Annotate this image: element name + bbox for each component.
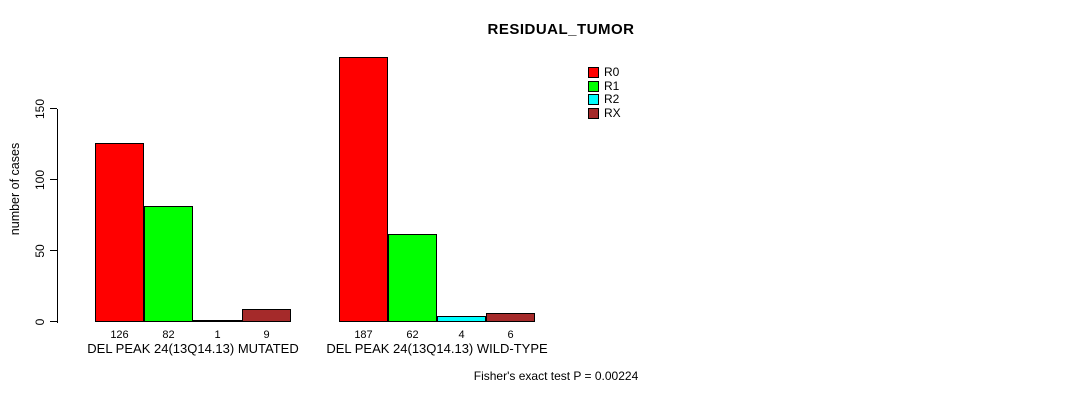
legend-item-r0: R0: [588, 66, 621, 80]
y-axis-tick-label: 150: [33, 98, 47, 120]
bar-value-label: 187: [354, 329, 373, 341]
bar-r0-group2: [339, 57, 388, 322]
bar-r1-group2: [388, 234, 437, 322]
annotation-text: Fisher's exact test P = 0.00224: [473, 369, 639, 383]
bar-value-label: 1: [214, 329, 221, 341]
bar-r0-group1: [95, 143, 144, 322]
legend-swatch-rx: [588, 107, 599, 119]
legend-label: RX: [604, 105, 621, 120]
legend-label: R1: [604, 78, 620, 93]
legend-swatch-r0: [588, 67, 599, 79]
legend-label: R0: [604, 65, 620, 80]
y-axis-tick-label: 50: [33, 244, 47, 258]
y-axis-tick-label: 0: [33, 318, 47, 326]
y-axis-tick: [50, 250, 57, 251]
bar-value-label: 6: [507, 329, 514, 341]
group-label: DEL PEAK 24(13Q14.13) WILD-TYPE: [326, 341, 548, 356]
y-axis-tick: [50, 321, 57, 322]
legend-swatch-r2: [588, 94, 599, 106]
legend-item-r1: R1: [588, 78, 621, 94]
legend-swatch-r1: [588, 80, 599, 92]
bar-value-label: 82: [162, 329, 175, 341]
bar-value-label: 4: [458, 329, 465, 341]
bar-value-label: 126: [110, 329, 129, 341]
bar-r2-group2: [437, 316, 486, 322]
y-axis-tick-label: 100: [33, 169, 47, 191]
bar-rx-group2: [486, 313, 535, 322]
legend-label: R2: [604, 92, 620, 107]
group-label: DEL PEAK 24(13Q14.13) MUTATED: [87, 341, 299, 356]
y-axis-label: number of cases: [8, 142, 22, 236]
bar-value-label: 62: [406, 329, 419, 341]
bar-r1-group1: [144, 206, 193, 322]
bar-r2-group1: [193, 320, 242, 322]
legend: R0 R1 R2 RX: [588, 66, 621, 120]
chart-title: RESIDUAL_TUMOR: [487, 21, 635, 38]
y-axis-line: [57, 109, 58, 323]
y-axis-tick: [50, 179, 57, 180]
legend-item-r2: R2: [588, 93, 621, 107]
legend-item-rx: RX: [588, 105, 621, 121]
bar-rx-group1: [242, 309, 291, 322]
y-axis-tick: [50, 108, 57, 109]
bar-value-label: 9: [263, 329, 270, 341]
